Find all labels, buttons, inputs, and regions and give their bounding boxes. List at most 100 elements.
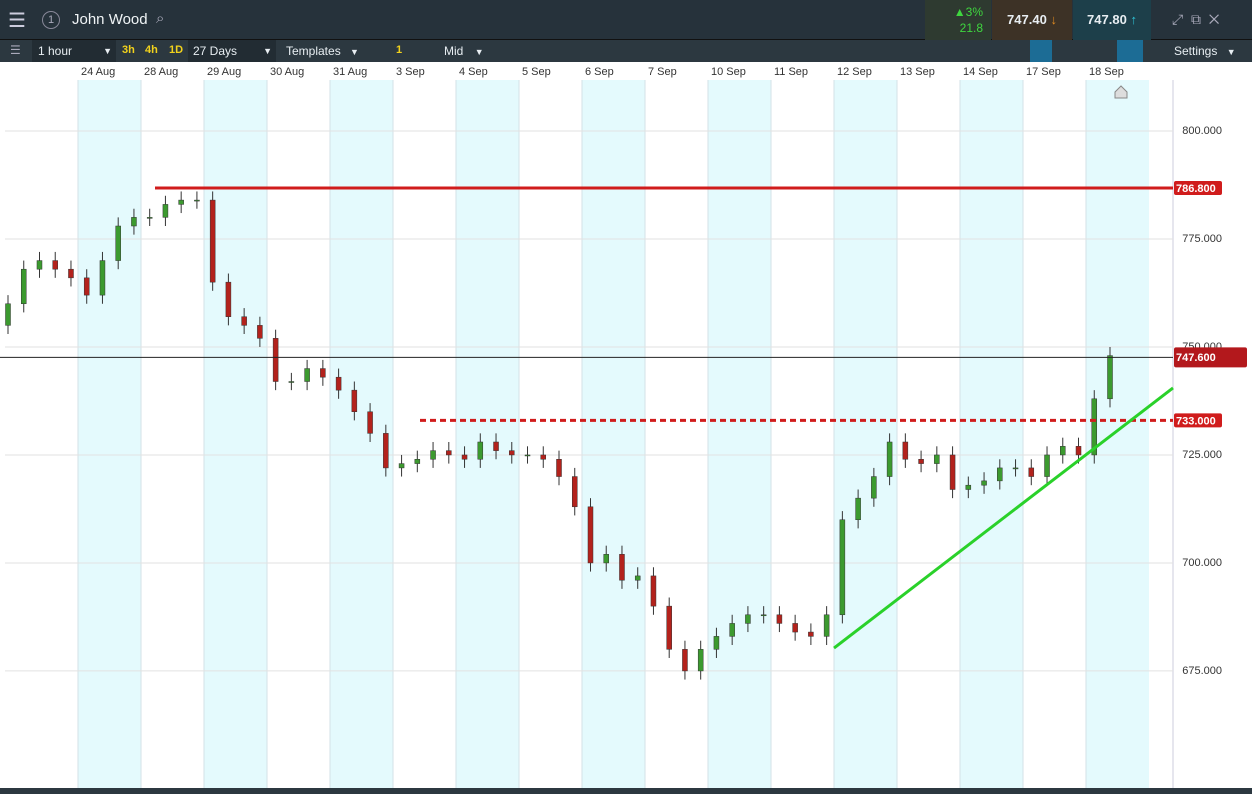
candle-body [320,368,326,378]
quick-4h[interactable]: 4h [145,44,158,56]
day-band [78,80,141,788]
now-marker [1114,85,1128,99]
day-band [204,80,267,788]
date-label: 24 Aug [81,66,115,78]
candle-body [745,614,751,624]
candle-body [949,454,956,490]
candle-body [965,484,972,490]
candle-body [146,217,153,219]
candle-body [619,554,625,581]
count[interactable]: 1 [396,44,403,56]
y-tick-label: 725.000 [1182,449,1222,461]
crosshair-tool[interactable] [1030,40,1052,62]
candle-body [682,649,688,672]
candle-body [1075,446,1082,456]
candle-body [194,199,200,202]
candle-body [556,459,562,477]
candle-body [902,441,909,460]
draw-tool[interactable] [1117,40,1143,62]
interval-select[interactable]: 1 hour ▼ [32,40,116,62]
candle-body [934,454,940,464]
candle-body [477,441,484,460]
settings: Settings [1174,44,1218,58]
candle-body [808,631,814,637]
candle-body [162,204,169,218]
price-mode[interactable]: Mid ▼ [444,44,484,58]
candle-body [209,199,216,283]
day-band [834,80,897,788]
quick-1d[interactable]: 1D [169,44,184,56]
change-pct: ▲3% [953,5,983,19]
date-label: 3 Sep [396,66,425,78]
link-icon[interactable]: 1 [42,11,60,29]
day-band [456,80,519,788]
candle-body [997,467,1003,482]
date-label: 18 Sep [1089,66,1124,78]
candle-body [760,614,767,617]
candle-body [351,389,358,413]
candle-body [383,433,389,469]
candle-body [367,411,373,434]
day-band [582,80,645,788]
candle-body [776,614,783,624]
candle-body [398,463,405,469]
search-icon[interactable]: ⌕ [156,10,165,27]
candle-body [918,459,924,464]
candle-body [52,260,58,270]
status-strip [0,788,1252,794]
interval: 1 hour [38,44,73,58]
range-select[interactable]: 27 Days ▼ [188,40,276,62]
level-label-box [1174,413,1222,428]
candle-body [241,316,247,326]
change-value: 21.8 [959,21,983,35]
templates-button[interactable]: Templates ▼ [286,44,359,58]
date-label: 5 Sep [522,66,551,78]
level-label-box [1174,180,1222,195]
date-label: 30 Aug [270,66,304,78]
sell-button[interactable]: 747.40 ↓ [992,0,1072,40]
candle-body [335,376,342,391]
quick-3h[interactable]: 3h [122,44,135,56]
level-label: 733.000 [1176,415,1216,427]
candle-body [729,623,735,637]
date-label: 14 Sep [963,66,998,78]
date-label: 4 Sep [459,66,488,78]
candle-body [20,268,27,305]
candle-body [288,381,295,383]
candle-body [1012,467,1019,470]
list-icon[interactable]: ☰ [10,43,21,57]
y-tick-label: 775.000 [1182,233,1222,245]
y-tick-label: 800.000 [1182,125,1222,137]
change-pct-text: 3% [965,5,983,19]
candle-body [1060,446,1066,456]
date-label: 31 Aug [333,66,367,78]
window-icons[interactable]: ⤢ ⧉ ✕ [1172,11,1220,27]
candle-body [493,441,499,451]
level-label: 747.600 [1176,352,1216,364]
level-label: 786.800 [1176,183,1216,195]
candle-body [571,476,578,508]
candle-body [839,519,846,616]
date-label: 12 Sep [837,66,872,78]
range: 27 Days [193,44,238,58]
candle-body [603,554,609,564]
day-band [960,80,1023,788]
level-label-box [1174,347,1247,368]
candle-body [1107,355,1113,400]
candle-body [1028,467,1035,477]
sell-price: 747.40 [1007,12,1047,27]
menu-icon[interactable]: ☰ [8,10,26,32]
candle-body [587,506,594,564]
candle-body [36,260,43,270]
candle-body [225,281,232,317]
buy-button[interactable]: 747.80 ↑ [1073,0,1151,40]
candle-body [83,277,90,296]
y-tick-label: 700.000 [1182,557,1222,569]
candle-body [272,338,279,382]
top-bar: ☰ 1 John Wood ⌕ ▲3% 21.8 747.40 ↓ 747.80… [0,0,1252,40]
candle-body [792,623,798,633]
candle-body [871,476,877,499]
candle-body [99,260,106,296]
settings-button[interactable]: Settings ▼ [1174,44,1236,58]
